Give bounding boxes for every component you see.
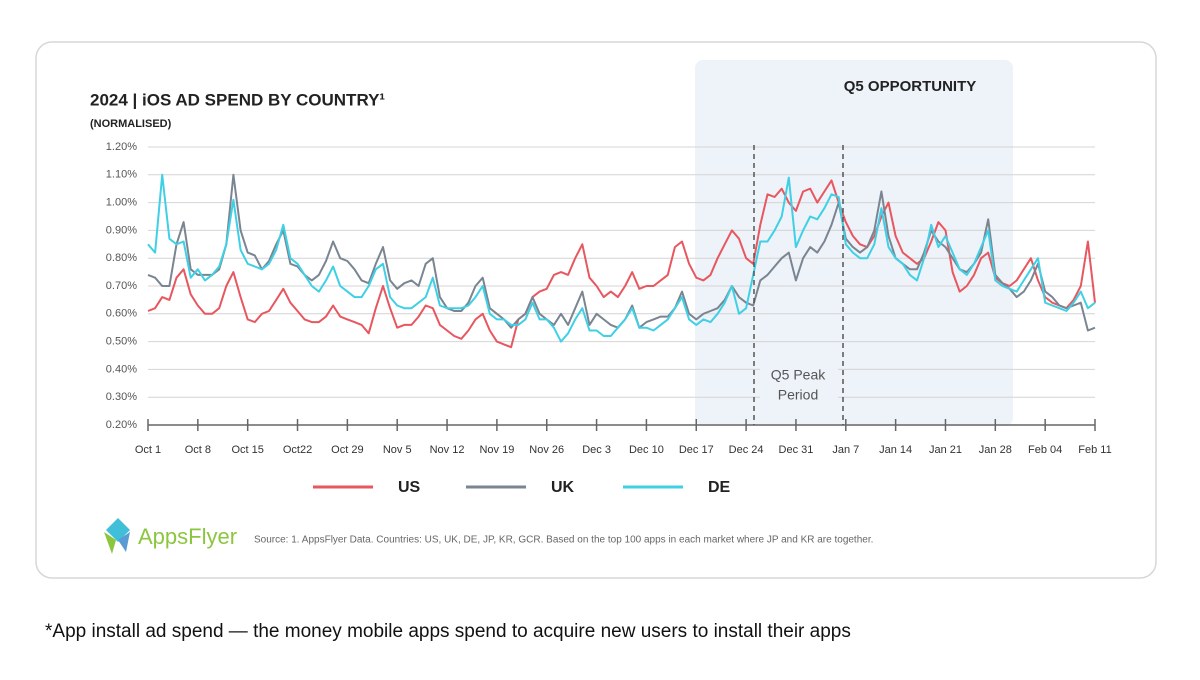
x-tick-label: Oct 1 bbox=[135, 444, 161, 456]
chart-subtitle: (NORMALISED) bbox=[90, 118, 172, 130]
legend-label: US bbox=[398, 479, 421, 496]
x-tick-label: Nov 5 bbox=[383, 444, 412, 456]
line-series bbox=[147, 179, 1096, 349]
x-tick-label: Dec 31 bbox=[779, 444, 814, 456]
footnote: *App install ad spend — the money mobile… bbox=[45, 621, 851, 642]
y-tick-label: 1.20% bbox=[106, 141, 137, 153]
x-tick-label: Nov 12 bbox=[430, 444, 465, 456]
chart-title: 2024 | iOS AD SPEND BY COUNTRY¹ bbox=[90, 90, 385, 109]
y-tick-label: 0.20% bbox=[106, 419, 137, 431]
x-tick-label: Dec 24 bbox=[729, 444, 764, 456]
x-tick-label: Oct 8 bbox=[185, 444, 211, 456]
y-tick-label: 0.90% bbox=[106, 224, 137, 236]
x-tick-label: Dec 17 bbox=[679, 444, 714, 456]
logo: AppsFlyer bbox=[104, 518, 237, 554]
x-tick-label: Oct22 bbox=[283, 444, 312, 456]
y-tick-label: 0.40% bbox=[106, 363, 137, 375]
x-tick-label: Jan 21 bbox=[929, 444, 962, 456]
plot: 0.20% 0.30% 0.40% 0.50% 0.60% 0.70% 0.80% 0.90%… bbox=[106, 141, 1112, 496]
y-tick-label: 0.70% bbox=[106, 280, 137, 292]
annotation: Period bbox=[778, 387, 818, 403]
x-tick-label: Jan 14 bbox=[879, 444, 912, 456]
x-tick-label: Dec 3 bbox=[582, 444, 611, 456]
logo-text: AppsFlyer bbox=[138, 524, 237, 549]
y-tick-label: 1.10% bbox=[106, 169, 137, 181]
x-tick-label: Nov 26 bbox=[529, 444, 564, 456]
x-tick-label: Nov 19 bbox=[479, 444, 514, 456]
x-tick-label: Feb 11 bbox=[1078, 444, 1111, 456]
legend-label: DE bbox=[708, 479, 731, 496]
q5-shade bbox=[695, 60, 1013, 426]
logo-mark bbox=[118, 532, 130, 552]
y-tick-label: 0.50% bbox=[106, 336, 137, 348]
legend: US UK DE bbox=[313, 479, 731, 496]
x-tick-label: Feb 04 bbox=[1028, 444, 1062, 456]
x-tick-label: Jan 7 bbox=[832, 444, 859, 456]
x-tick-label: Oct 29 bbox=[331, 444, 363, 456]
source: Source: 1. AppsFlyer Data. Countries: US… bbox=[254, 535, 873, 546]
y-tick-label: 0.80% bbox=[106, 252, 137, 264]
annotation: Q5 Peak bbox=[771, 367, 826, 383]
legend-label: UK bbox=[551, 479, 575, 496]
logo-mark bbox=[104, 532, 116, 554]
annotation: Q5 OPPORTUNITY bbox=[844, 78, 977, 95]
y-tick-label: 0.30% bbox=[106, 391, 137, 403]
x-tick-label: Dec 10 bbox=[629, 444, 664, 456]
peak-label-bg bbox=[760, 362, 838, 408]
y-tick-label: 0.60% bbox=[106, 308, 137, 320]
y-tick-label: 1.00% bbox=[106, 197, 137, 209]
line-series bbox=[147, 173, 1096, 343]
x-tick-label: Oct 15 bbox=[231, 444, 263, 456]
x-tick-label: Jan 28 bbox=[979, 444, 1012, 456]
